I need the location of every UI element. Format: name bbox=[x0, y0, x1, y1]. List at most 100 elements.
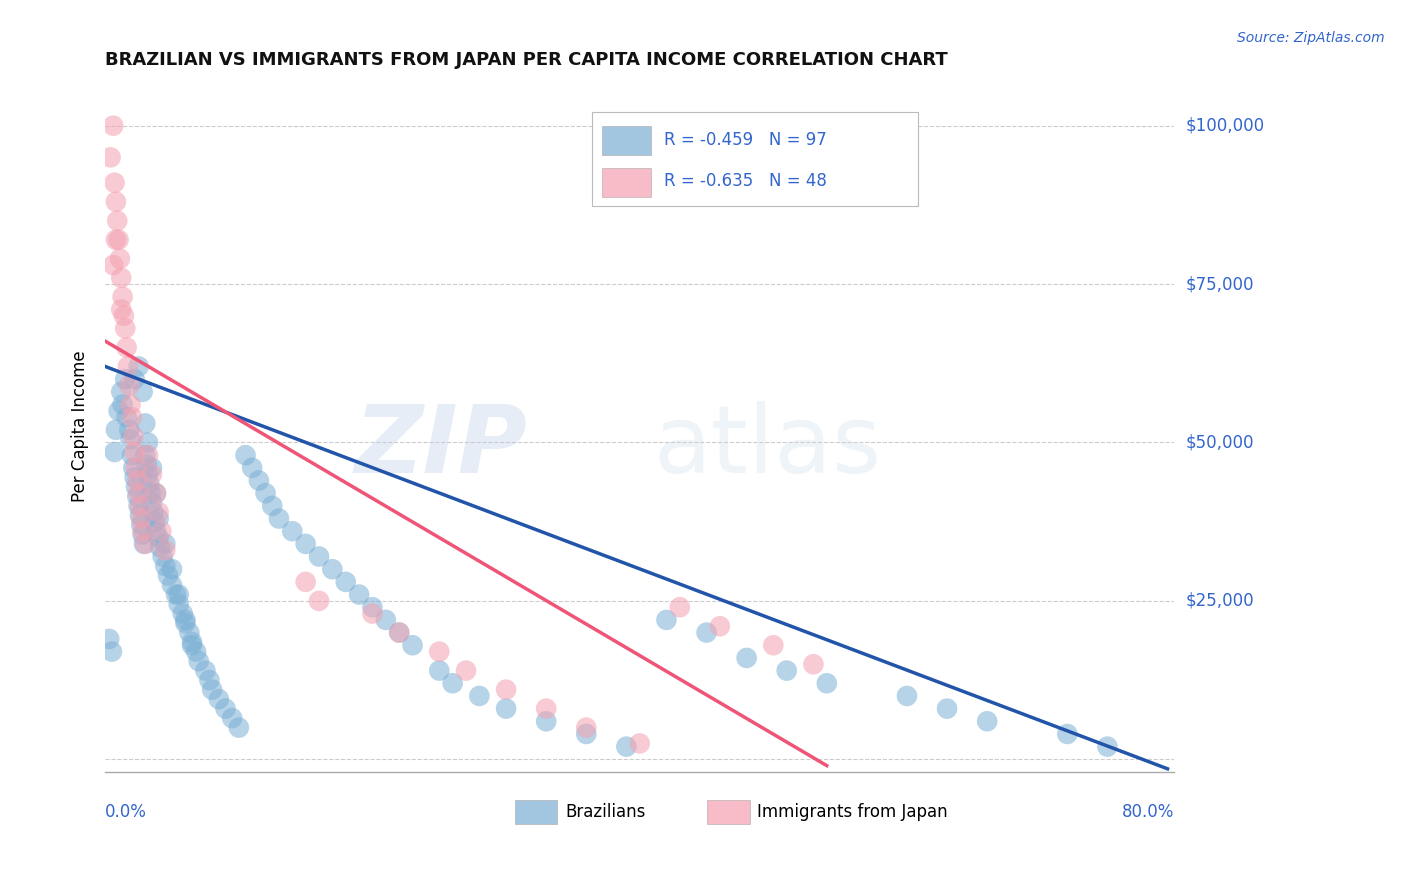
Point bbox=[150, 524, 173, 539]
Point bbox=[134, 537, 156, 551]
Point bbox=[118, 378, 141, 392]
Point bbox=[104, 423, 127, 437]
Point bbox=[128, 499, 150, 513]
Point bbox=[240, 460, 263, 475]
Point bbox=[107, 233, 129, 247]
Point bbox=[803, 657, 825, 672]
Point bbox=[103, 445, 125, 459]
Point bbox=[388, 625, 411, 640]
Point bbox=[294, 537, 316, 551]
Point bbox=[776, 664, 799, 678]
Point bbox=[128, 486, 150, 500]
Point bbox=[125, 460, 148, 475]
Point bbox=[149, 540, 172, 554]
Point bbox=[108, 252, 131, 266]
Point bbox=[111, 290, 134, 304]
Text: Source: ZipAtlas.com: Source: ZipAtlas.com bbox=[1237, 31, 1385, 45]
Point bbox=[214, 701, 236, 715]
Point bbox=[122, 460, 145, 475]
Text: R = -0.459   N = 97: R = -0.459 N = 97 bbox=[664, 131, 827, 149]
Point bbox=[145, 486, 167, 500]
Y-axis label: Per Capita Income: Per Capita Income bbox=[72, 351, 89, 502]
Point bbox=[221, 711, 243, 725]
Point bbox=[267, 511, 290, 525]
Point bbox=[160, 578, 183, 592]
Point bbox=[115, 341, 138, 355]
Point bbox=[141, 496, 163, 510]
Point bbox=[628, 736, 651, 750]
Point bbox=[134, 448, 156, 462]
Point bbox=[129, 511, 152, 525]
Point bbox=[235, 448, 257, 462]
Point bbox=[936, 701, 959, 715]
Point bbox=[896, 689, 918, 703]
Text: $75,000: $75,000 bbox=[1185, 275, 1254, 293]
Point bbox=[262, 499, 284, 513]
Point bbox=[104, 233, 127, 247]
Point bbox=[139, 486, 162, 500]
Point bbox=[148, 531, 170, 545]
Point bbox=[165, 588, 187, 602]
Point bbox=[142, 505, 165, 519]
Point bbox=[401, 638, 423, 652]
Point bbox=[155, 559, 177, 574]
Point bbox=[148, 511, 170, 525]
Point bbox=[156, 568, 179, 582]
Point bbox=[134, 417, 156, 431]
Point bbox=[131, 384, 153, 399]
Point bbox=[247, 474, 270, 488]
Point bbox=[125, 480, 148, 494]
Text: atlas: atlas bbox=[654, 401, 882, 493]
Point bbox=[374, 613, 396, 627]
Point bbox=[187, 654, 209, 668]
Point bbox=[135, 458, 157, 472]
Point bbox=[1056, 727, 1078, 741]
Point bbox=[454, 664, 477, 678]
Point bbox=[145, 524, 167, 539]
Point bbox=[132, 537, 155, 551]
Point bbox=[172, 607, 194, 621]
Text: $50,000: $50,000 bbox=[1185, 434, 1254, 451]
Point bbox=[117, 359, 139, 374]
Point bbox=[129, 499, 152, 513]
Text: Brazilians: Brazilians bbox=[565, 803, 645, 821]
Point bbox=[762, 638, 785, 652]
Text: R = -0.635   N = 48: R = -0.635 N = 48 bbox=[664, 172, 827, 191]
FancyBboxPatch shape bbox=[602, 127, 651, 155]
Point bbox=[614, 739, 637, 754]
Text: BRAZILIAN VS IMMIGRANTS FROM JAPAN PER CAPITA INCOME CORRELATION CHART: BRAZILIAN VS IMMIGRANTS FROM JAPAN PER C… bbox=[105, 51, 948, 69]
Point bbox=[100, 150, 122, 164]
Point bbox=[575, 727, 598, 741]
Point bbox=[361, 607, 384, 621]
Point bbox=[141, 460, 163, 475]
Point bbox=[128, 359, 150, 374]
Text: 0.0%: 0.0% bbox=[105, 803, 148, 821]
Point bbox=[103, 119, 125, 133]
Point bbox=[136, 448, 159, 462]
Point bbox=[131, 524, 153, 539]
Point bbox=[136, 435, 159, 450]
Text: 80.0%: 80.0% bbox=[1122, 803, 1174, 821]
Point bbox=[388, 625, 411, 640]
Point bbox=[131, 527, 153, 541]
Point bbox=[735, 651, 758, 665]
Point bbox=[129, 517, 152, 532]
Point bbox=[105, 213, 128, 227]
Point bbox=[167, 597, 190, 611]
Point bbox=[124, 372, 146, 386]
Point bbox=[148, 505, 170, 519]
Text: $25,000: $25,000 bbox=[1185, 592, 1254, 610]
Point bbox=[110, 384, 132, 399]
Point bbox=[179, 625, 201, 640]
Point bbox=[124, 445, 146, 459]
Point bbox=[124, 470, 146, 484]
Point bbox=[136, 467, 159, 482]
Point bbox=[121, 448, 143, 462]
Point bbox=[254, 486, 277, 500]
Point bbox=[114, 372, 136, 386]
Point bbox=[112, 309, 135, 323]
Point bbox=[427, 644, 450, 658]
Point bbox=[145, 486, 167, 500]
Point bbox=[441, 676, 464, 690]
Point bbox=[120, 397, 142, 411]
